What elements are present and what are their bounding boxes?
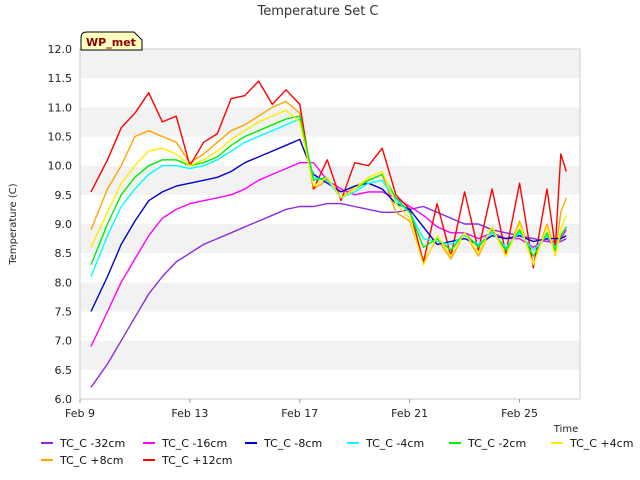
badge-box — [80, 31, 143, 51]
grid-band — [80, 340, 580, 370]
grid-band — [80, 136, 580, 166]
y-tick-label: 9.5 — [55, 189, 73, 202]
legend-label: TC_C +4cm — [569, 437, 633, 450]
grid-bands — [80, 49, 580, 399]
y-tick-label: 8.0 — [55, 276, 73, 289]
y-tick-label: 6.0 — [55, 393, 73, 406]
grid-band — [80, 282, 580, 312]
series-lines — [90, 80, 567, 388]
grid-band — [80, 253, 580, 283]
grid-band — [80, 311, 580, 341]
grid-band — [80, 107, 580, 137]
series-line-tc-c-12cm — [90, 80, 567, 269]
y-tick-label: 6.5 — [55, 364, 73, 377]
series-line-tc-c-32cm — [90, 202, 567, 388]
x-tick-label: Feb 21 — [391, 407, 428, 420]
grid-band — [80, 194, 580, 224]
x-tick-label: Feb 13 — [171, 407, 208, 420]
series-line-tc-c-8cm — [90, 138, 567, 312]
legend-label: TC_C -32cm — [59, 437, 125, 450]
chart-title: Temperature Set C — [256, 4, 378, 19]
y-tick-label: 11.5 — [48, 72, 73, 85]
x-tick-label: Feb 17 — [281, 407, 318, 420]
legend-label: TC_C -8cm — [263, 437, 322, 450]
y-tick-label: 10.0 — [48, 160, 73, 173]
y-tick-label: 12.0 — [48, 43, 73, 56]
legend-label: TC_C -2cm — [467, 437, 526, 450]
grid-band — [80, 78, 580, 108]
badge-label: WP_met — [86, 36, 136, 49]
legend-label: TC_C +12cm — [161, 454, 232, 467]
x-tick-label: Feb 25 — [501, 407, 538, 420]
y-tick-label: 7.0 — [55, 335, 73, 348]
x-tick-label: Feb 9 — [65, 407, 95, 420]
legend-label: TC_C -4cm — [365, 437, 424, 450]
wp-met-badge: WP_met — [80, 31, 143, 51]
grid-band — [80, 369, 580, 399]
series-line-tc-c-4cm — [90, 109, 567, 266]
legend-label: TC_C -16cm — [161, 437, 227, 450]
y-tick-label: 10.5 — [48, 131, 73, 144]
grid-band — [80, 49, 580, 79]
plot-frame — [79, 48, 581, 400]
y-tick-label: 7.5 — [55, 306, 73, 319]
x-axis-ticks: Feb 9 Feb 13 Feb 17 Feb 21 Feb 25 — [65, 399, 538, 420]
y-tick-label: 8.5 — [55, 247, 73, 260]
y-axis-label: Temperature (C) — [8, 183, 19, 265]
y-axis-ticks: 6.0 6.5 7.0 7.5 8.0 8.5 9.0 9.5 10.0 10.5 11.0 11.5… — [48, 43, 73, 406]
y-tick-label: 9.0 — [55, 218, 73, 231]
x-axis-label: Time — [553, 424, 578, 435]
legend-label: TC_C +8cm — [59, 454, 123, 467]
legend: TC_C -32cm TC_C -16cm TC_C -8cm TC_C -4cm TC… — [41, 437, 633, 467]
y-tick-label: 11.0 — [48, 101, 73, 114]
